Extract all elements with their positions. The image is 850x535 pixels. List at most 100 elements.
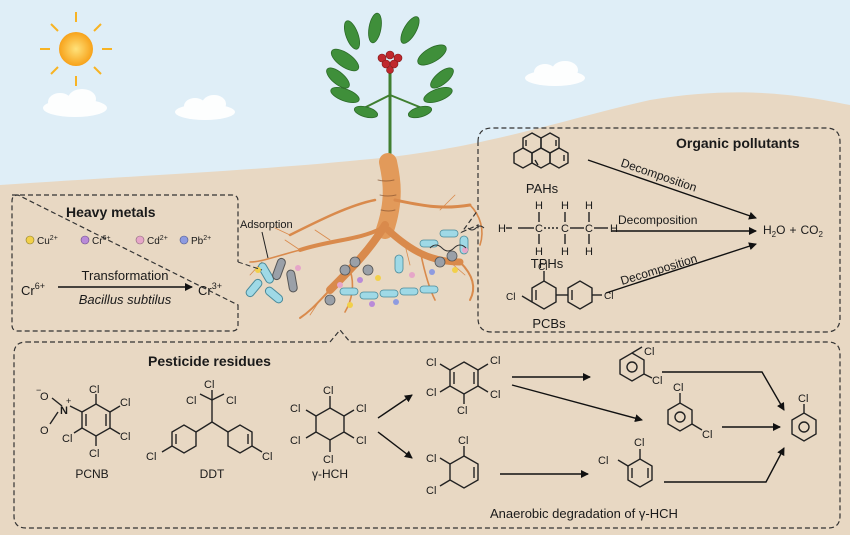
hch-upper-arrow: [377, 394, 413, 419]
svg-text:H: H: [535, 246, 543, 258]
svg-text:Cr6+: Cr6+: [92, 235, 111, 247]
reactant-label: Cr6+: [21, 281, 45, 298]
svg-text:H: H: [610, 223, 618, 235]
diene-to-chlorobenzene-arrow: [664, 447, 785, 483]
bacteria-cluster-center: [324, 225, 485, 308]
pcb-structure: Cl Cl Cl: [506, 262, 613, 310]
svg-text:Cl: Cl: [798, 393, 808, 405]
svg-text:Pb2+: Pb2+: [191, 235, 211, 247]
svg-text:Cl: Cl: [490, 389, 500, 401]
sun-icon: [40, 12, 112, 86]
svg-text:Cl: Cl: [652, 375, 662, 387]
svg-text:H: H: [561, 246, 569, 258]
svg-text:C: C: [585, 223, 593, 235]
ginseng-root-icon: [249, 153, 483, 319]
pah-decomposition-arrow: [587, 159, 757, 220]
svg-text:Cl: Cl: [323, 385, 333, 397]
svg-text:Cl: Cl: [538, 262, 547, 273]
svg-text:Cl: Cl: [426, 485, 436, 497]
m-dichlorobenzene-structure: Cl Cl: [667, 382, 712, 441]
svg-text:Cl: Cl: [120, 431, 130, 443]
svg-text:Cl: Cl: [426, 453, 436, 465]
pahs-label: PAHs: [526, 181, 559, 196]
berry-cluster-icon: [377, 50, 403, 74]
tph-structure: H C H C H H C H H C H H: [498, 200, 618, 258]
tph-decomposition-label: Decomposition: [618, 213, 697, 227]
pcnb-label: PCNB: [75, 467, 108, 481]
svg-text:H: H: [585, 200, 593, 212]
svg-text:Cl: Cl: [598, 455, 608, 467]
svg-text:Cl: Cl: [506, 292, 515, 303]
transformation-label: Transformation: [82, 268, 169, 283]
svg-text:O: O: [40, 425, 49, 437]
svg-text:H: H: [535, 200, 543, 212]
heavy-metals-title: Heavy metals: [66, 204, 156, 220]
dichlorocyclohexadiene-structure: Cl Cl: [598, 437, 653, 488]
adsorption-pointer: [261, 231, 269, 259]
svg-text:O: O: [40, 391, 49, 403]
upper-to-meta-arrow: [511, 384, 643, 423]
anaerobic-degradation-label: Anaerobic degradation of γ-HCH: [490, 506, 678, 521]
svg-text:Cl: Cl: [290, 403, 300, 415]
svg-text:Cd2+: Cd2+: [147, 235, 168, 247]
svg-text:H: H: [498, 223, 506, 235]
svg-text:Cl: Cl: [458, 435, 468, 447]
ion-legend: Cu2+ Cr6+ Cd2+ Pb2+: [25, 235, 211, 247]
hch-label: γ-HCH: [312, 467, 348, 481]
svg-text:Cl: Cl: [644, 346, 654, 358]
pcb-decomposition-arrow: [605, 242, 757, 294]
svg-text:Cu2+: Cu2+: [37, 235, 58, 247]
bacteria-cluster-left: [245, 257, 301, 304]
svg-text:Cl: Cl: [89, 384, 99, 396]
ddt-label: DDT: [200, 467, 225, 481]
svg-text:Cl: Cl: [702, 429, 712, 441]
product-label: Cr3+: [198, 281, 222, 298]
svg-text:−: −: [36, 385, 41, 395]
bacillus-label: Bacillus subtilus: [79, 292, 172, 307]
svg-text:Cl: Cl: [323, 454, 333, 466]
upper-intermediate-structure: Cl Cl Cl Cl Cl: [426, 355, 500, 417]
svg-text:Cl: Cl: [204, 379, 214, 391]
svg-text:Cl: Cl: [62, 433, 72, 445]
svg-text:Cl: Cl: [426, 387, 436, 399]
svg-text:Cl: Cl: [490, 355, 500, 367]
svg-text:Cl: Cl: [226, 395, 236, 407]
hch-structure: Cl Cl Cl Cl Cl Cl: [290, 385, 366, 466]
svg-text:Cl: Cl: [356, 403, 366, 415]
svg-text:Cl: Cl: [290, 435, 300, 447]
decomposition-products: H2O + CO2: [763, 223, 823, 239]
soil-background: [0, 92, 850, 535]
organic-pollutants-title: Organic pollutants: [676, 135, 800, 151]
tphs-label: TPHs: [531, 256, 564, 271]
svg-text:Cl: Cl: [457, 405, 467, 417]
ginseng-plant-icon: [326, 12, 454, 160]
lower-intermediate-structure: Cl Cl Cl: [426, 435, 479, 497]
svg-text:N: N: [60, 405, 68, 417]
svg-text:H: H: [585, 246, 593, 258]
svg-text:Cl: Cl: [262, 451, 272, 463]
ddt-structure: Cl Cl Cl Cl Cl: [146, 379, 272, 463]
pcnb-structure: O − N + O Cl Cl Cl Cl Cl: [36, 384, 130, 460]
svg-text:Cl: Cl: [356, 435, 366, 447]
o-dichlorobenzene-structure: Cl Cl: [619, 346, 662, 387]
svg-text:Cl: Cl: [634, 437, 644, 449]
svg-text:Cl: Cl: [426, 357, 436, 369]
svg-text:Cl: Cl: [186, 395, 196, 407]
hch-lower-arrow: [377, 431, 413, 459]
svg-text:C: C: [561, 223, 569, 235]
cloud-icon: [43, 61, 585, 120]
pesticide-residues-title: Pesticide residues: [148, 353, 271, 369]
svg-text:Cl: Cl: [673, 382, 683, 394]
svg-text:Cl: Cl: [604, 291, 613, 302]
pcbs-label: PCBs: [532, 316, 566, 331]
svg-text:Cl: Cl: [89, 448, 99, 460]
ortho-to-chlorobenzene-arrow: [662, 371, 785, 411]
svg-text:+: +: [66, 396, 71, 406]
svg-text:Cl: Cl: [146, 451, 156, 463]
pah-structure-icon: [513, 132, 569, 169]
pesticide-residues-panel: Pesticide residues O − N + O Cl Cl Cl Cl: [13, 329, 841, 529]
adsorption-label: Adsorption: [240, 219, 293, 231]
chlorobenzene-structure: Cl: [791, 393, 817, 442]
